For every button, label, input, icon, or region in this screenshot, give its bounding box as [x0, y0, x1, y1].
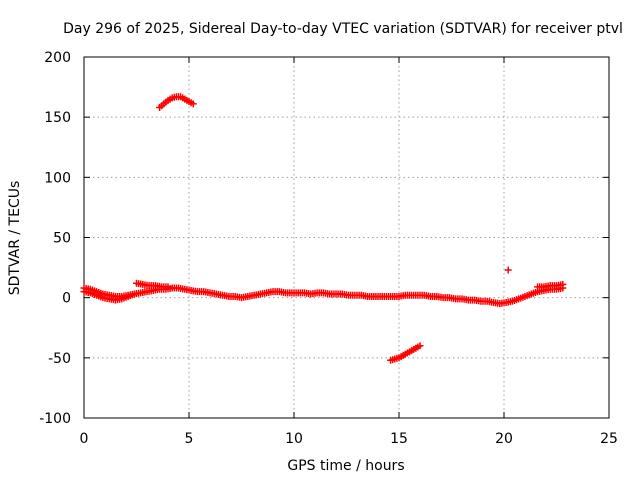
data-point — [559, 280, 567, 288]
y-axis-label: SDTVAR / TECUs — [7, 181, 23, 296]
x-axis-label: GPS time / hours — [287, 458, 404, 474]
x-tick-label: 10 — [285, 431, 303, 447]
y-tick-label: 150 — [44, 110, 71, 126]
y-tick-labels: -100 -50 0 50 100 150 200 — [39, 50, 71, 427]
axis-ticks — [83, 56, 610, 419]
y-tick-label: 100 — [44, 170, 71, 186]
data-points — [80, 93, 567, 364]
x-tick-label: 25 — [600, 431, 618, 447]
x-tick-label: 20 — [495, 431, 513, 447]
y-tick-label: 200 — [44, 50, 71, 66]
y-tick-label: -100 — [39, 411, 71, 427]
x-tick-label: 5 — [185, 431, 194, 447]
data-point — [416, 342, 424, 350]
data-point — [130, 290, 138, 298]
y-tick-label: 0 — [62, 291, 71, 307]
chart-title: Day 296 of 2025, Sidereal Day-to-day VTE… — [63, 21, 623, 37]
data-point — [504, 266, 512, 274]
data-point — [189, 100, 197, 108]
x-tick-label: 15 — [390, 431, 408, 447]
data-point — [164, 283, 172, 291]
y-tick-label: 50 — [53, 231, 71, 247]
x-tick-labels: 0 5 10 15 20 25 — [80, 431, 618, 447]
grid-lines — [84, 57, 609, 418]
y-tick-label: -50 — [48, 351, 71, 367]
x-tick-label: 0 — [80, 431, 89, 447]
